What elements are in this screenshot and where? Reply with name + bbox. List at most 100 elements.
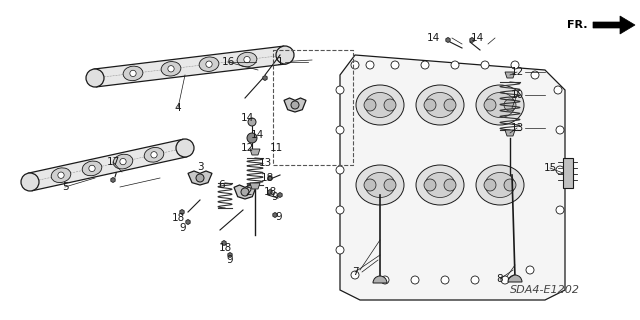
Circle shape	[381, 276, 389, 284]
Polygon shape	[111, 178, 115, 182]
Ellipse shape	[365, 92, 395, 117]
Polygon shape	[505, 72, 515, 78]
Polygon shape	[222, 241, 226, 245]
Circle shape	[351, 61, 359, 69]
Circle shape	[504, 99, 516, 111]
Text: 13: 13	[510, 123, 524, 133]
Text: 7: 7	[352, 267, 358, 277]
Bar	[273, 50, 353, 165]
Text: 18: 18	[172, 213, 184, 223]
Text: 2: 2	[246, 187, 252, 197]
Circle shape	[484, 99, 496, 111]
Ellipse shape	[144, 148, 164, 162]
Bar	[563, 158, 573, 188]
Circle shape	[336, 246, 344, 254]
Circle shape	[384, 179, 396, 191]
Text: 12: 12	[241, 143, 253, 153]
Circle shape	[206, 61, 212, 67]
Circle shape	[366, 61, 374, 69]
Polygon shape	[234, 185, 256, 199]
Circle shape	[424, 179, 436, 191]
Text: 18: 18	[218, 243, 232, 253]
Ellipse shape	[237, 52, 257, 67]
Ellipse shape	[51, 168, 71, 182]
Ellipse shape	[416, 85, 464, 125]
Text: 1: 1	[276, 57, 284, 67]
Text: 9: 9	[276, 212, 282, 222]
Circle shape	[511, 61, 519, 69]
Text: FR.: FR.	[566, 20, 587, 30]
Circle shape	[151, 152, 157, 158]
Text: 5: 5	[61, 182, 68, 192]
Ellipse shape	[113, 154, 132, 169]
Circle shape	[269, 177, 271, 179]
Circle shape	[504, 179, 516, 191]
Circle shape	[241, 188, 249, 196]
Circle shape	[444, 179, 456, 191]
Text: 13: 13	[259, 158, 271, 168]
Circle shape	[484, 179, 496, 191]
Text: 15: 15	[543, 163, 557, 173]
Ellipse shape	[161, 61, 181, 76]
Circle shape	[424, 99, 436, 111]
Circle shape	[526, 266, 534, 274]
Circle shape	[336, 126, 344, 134]
Polygon shape	[273, 212, 277, 218]
Ellipse shape	[365, 172, 395, 197]
Circle shape	[112, 179, 115, 181]
Polygon shape	[593, 16, 635, 34]
Circle shape	[336, 206, 344, 214]
Circle shape	[556, 206, 564, 214]
Text: 3: 3	[196, 162, 204, 172]
Polygon shape	[228, 252, 232, 258]
Circle shape	[168, 66, 174, 72]
Text: 18: 18	[264, 187, 276, 197]
Polygon shape	[268, 189, 272, 195]
Circle shape	[441, 276, 449, 284]
Circle shape	[447, 39, 449, 41]
Polygon shape	[505, 130, 515, 136]
Circle shape	[451, 61, 459, 69]
Text: 12: 12	[510, 67, 524, 77]
Wedge shape	[373, 276, 387, 283]
Circle shape	[291, 101, 299, 109]
Circle shape	[556, 126, 564, 134]
Circle shape	[351, 271, 359, 279]
Text: 17: 17	[106, 157, 120, 167]
Polygon shape	[340, 55, 565, 300]
Text: 14: 14	[241, 113, 253, 123]
Text: 4: 4	[175, 103, 181, 113]
Polygon shape	[284, 98, 306, 112]
Polygon shape	[278, 193, 282, 197]
Circle shape	[223, 242, 225, 244]
Polygon shape	[180, 210, 184, 214]
Circle shape	[444, 99, 456, 111]
Ellipse shape	[476, 165, 524, 205]
Ellipse shape	[356, 165, 404, 205]
Circle shape	[228, 254, 231, 256]
Circle shape	[391, 61, 399, 69]
Circle shape	[269, 191, 271, 193]
Circle shape	[247, 133, 257, 143]
Polygon shape	[263, 76, 267, 81]
Circle shape	[58, 172, 64, 178]
Ellipse shape	[199, 57, 219, 71]
Ellipse shape	[425, 92, 455, 117]
Circle shape	[421, 61, 429, 69]
Text: 11: 11	[269, 143, 283, 153]
Circle shape	[554, 86, 562, 94]
Ellipse shape	[485, 172, 515, 197]
Circle shape	[364, 99, 376, 111]
Polygon shape	[250, 183, 260, 189]
Circle shape	[276, 46, 294, 64]
Polygon shape	[446, 37, 450, 43]
Circle shape	[471, 39, 473, 41]
Text: 6: 6	[219, 180, 225, 190]
Text: 8: 8	[497, 274, 503, 284]
Ellipse shape	[82, 161, 102, 176]
Ellipse shape	[416, 165, 464, 205]
Polygon shape	[188, 171, 212, 185]
Text: 18: 18	[260, 173, 274, 183]
Text: 9: 9	[180, 223, 186, 233]
Polygon shape	[250, 149, 260, 155]
